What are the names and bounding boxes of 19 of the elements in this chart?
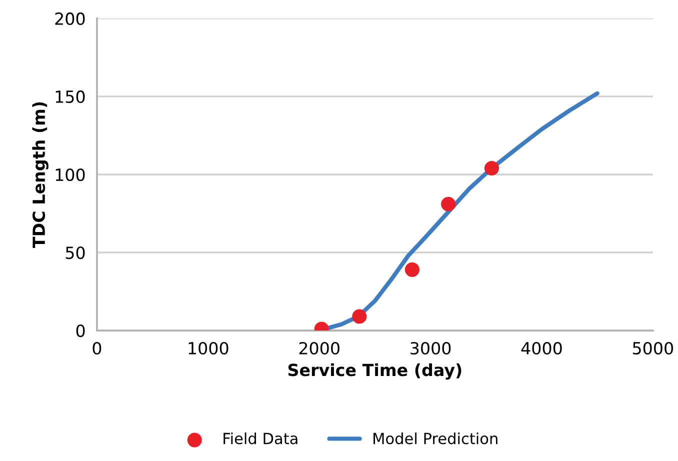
y-tick-label: 0	[76, 324, 85, 338]
x-tick-label: 4000	[521, 342, 562, 355]
y-tick-label: 50	[66, 246, 85, 260]
x-axis-title: Service Time (day)	[288, 363, 462, 380]
point	[484, 160, 499, 176]
legend-label: Field Data	[224, 432, 298, 444]
y-tick-label: 200	[55, 12, 85, 26]
legend-label: Model Prediction	[374, 432, 498, 444]
y-axis-title: TDC Length (m)	[32, 102, 48, 248]
point	[352, 309, 367, 324]
y-tick-label: 150	[56, 90, 85, 104]
x-tick-label: 0	[92, 342, 102, 355]
point	[441, 196, 456, 212]
x-tick-label: 1000	[188, 342, 228, 355]
x-tick-label: 3000	[410, 342, 451, 355]
x-tick-label: 2000	[299, 342, 340, 355]
y-tick-label: 100	[56, 168, 85, 182]
x-tick-label: 5000	[632, 342, 674, 355]
point	[404, 262, 420, 277]
